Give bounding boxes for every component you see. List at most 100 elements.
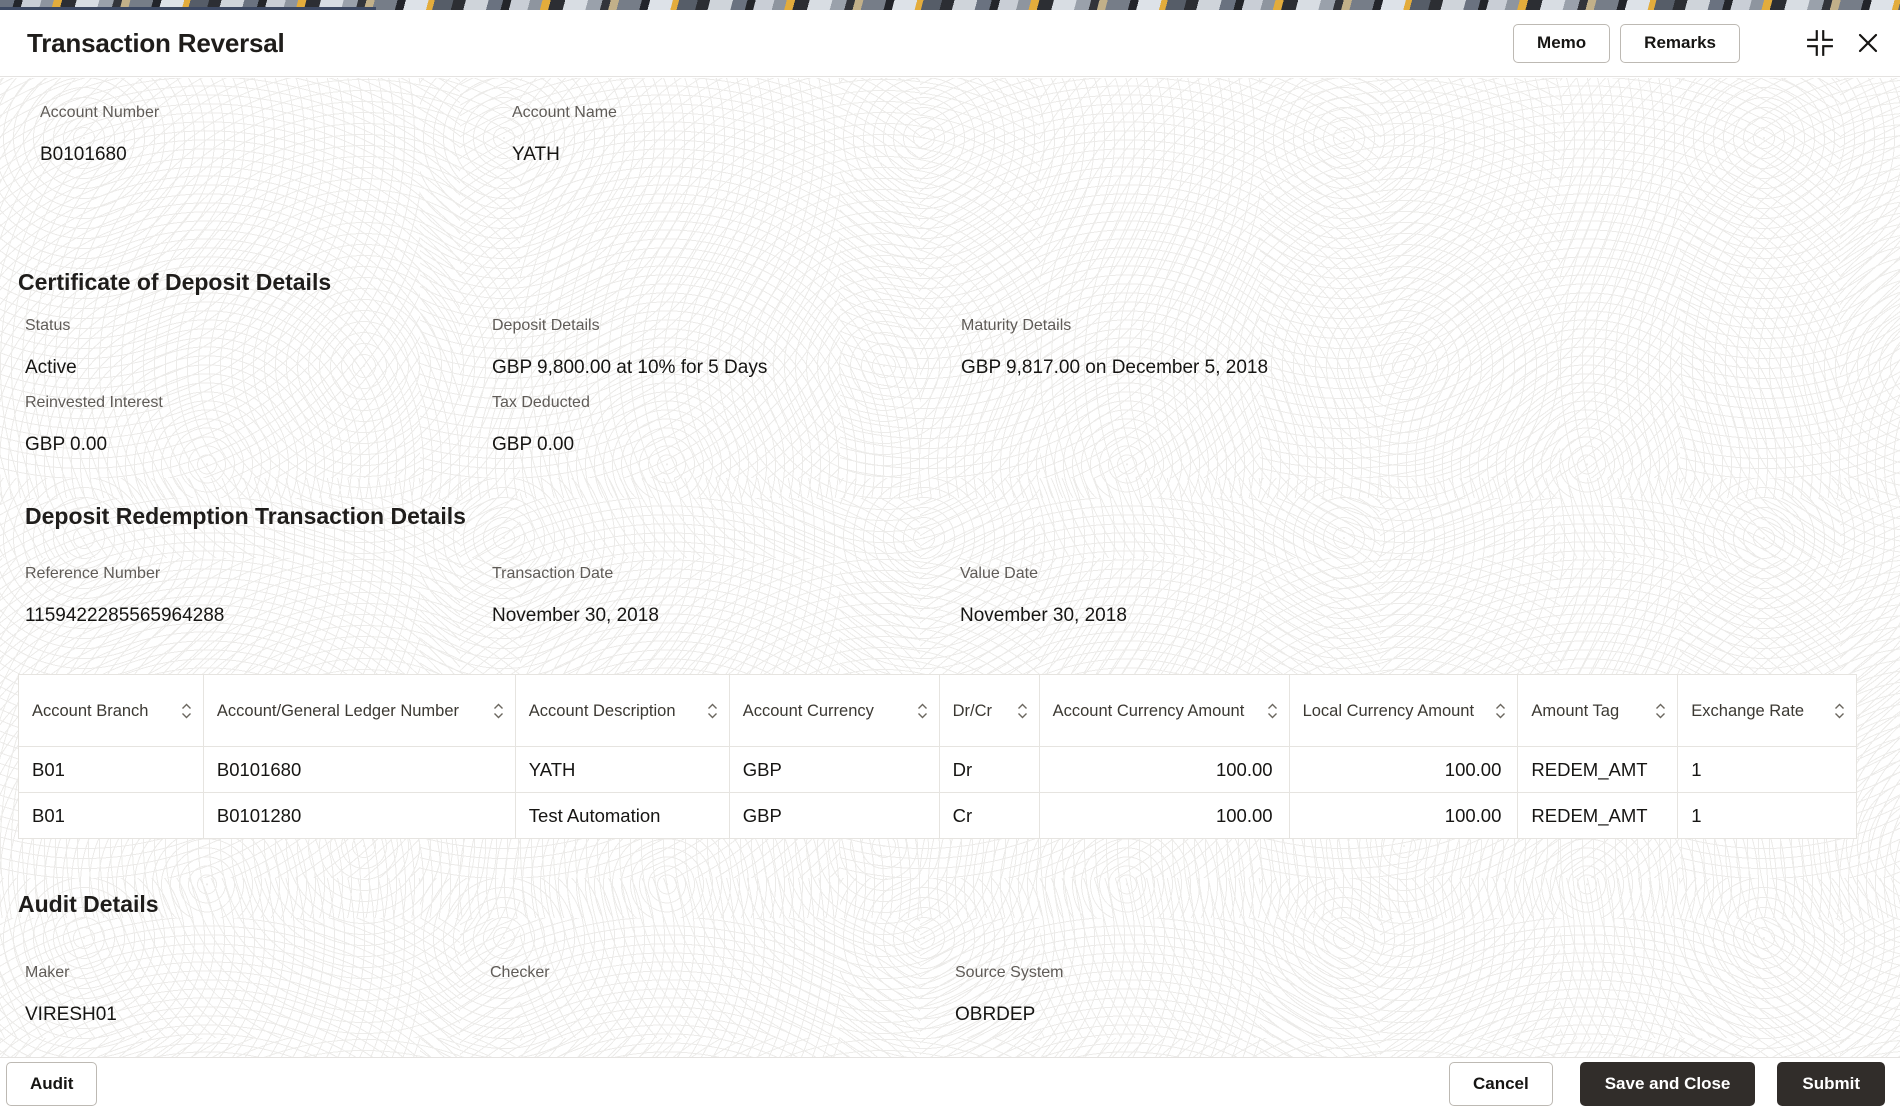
redemption-table-body: B01 B0101680 YATH GBP Dr 100.00 100.00 REDEM_AM…: [18, 746, 1857, 839]
account-name-field: Account Name YATH: [512, 103, 617, 166]
sort-icon[interactable]: [706, 702, 719, 720]
column-header[interactable]: Local Currency Amount: [1288, 674, 1519, 747]
transaction-date-value: November 30, 2018: [492, 605, 659, 626]
modal-body: Account Number B0101680 Account Name YAT…: [0, 78, 1900, 1057]
table-cell: GBP: [728, 792, 940, 839]
remarks-button[interactable]: Remarks: [1620, 23, 1740, 63]
tax-deducted-field: Tax Deducted GBP 0.00: [492, 393, 590, 456]
reinvested-interest-label: Reinvested Interest: [25, 394, 163, 411]
footer-right-actions: Cancel Save and Close Submit: [1448, 1062, 1885, 1106]
table-cell: B01: [18, 792, 204, 839]
table-row[interactable]: B01 B0101280 Test Automation GBP Cr 100.00 100…: [18, 792, 1857, 839]
value-date-field: Value Date November 30, 2018: [960, 564, 1127, 627]
column-header[interactable]: Account Description: [514, 674, 730, 747]
account-name-value: YATH: [512, 144, 560, 165]
cancel-button[interactable]: Cancel: [1448, 1062, 1553, 1106]
collapse-icon[interactable]: [1806, 29, 1834, 57]
footer-action-bar: Audit Cancel Save and Close Submit: [0, 1057, 1900, 1110]
column-header-label: Account Currency: [742, 701, 874, 720]
sort-icon[interactable]: [1654, 702, 1667, 720]
reference-number-label: Reference Number: [25, 565, 161, 582]
browser-tab-accent: [0, 7, 376, 10]
table-cell: 100.00: [1288, 792, 1519, 839]
column-header-label: Dr/Cr: [952, 701, 993, 720]
audit-section-heading: Audit Details: [18, 891, 159, 917]
table-cell: REDEM_AMT: [1517, 792, 1679, 839]
column-header-label: Amount Tag: [1531, 701, 1620, 720]
source-system-field: Source System OBRDEP: [955, 963, 1063, 1026]
submit-button[interactable]: Submit: [1777, 1062, 1885, 1106]
redemption-transactions-table: Account Branch Account/General Ledger Num…: [18, 674, 1857, 839]
status-label: Status: [25, 317, 71, 334]
transaction-date-label: Transaction Date: [492, 565, 614, 582]
value-date-label: Value Date: [960, 565, 1038, 582]
reinvested-interest-field: Reinvested Interest GBP 0.00: [25, 393, 163, 456]
account-number-field: Account Number B0101680: [40, 103, 159, 166]
table-cell: Test Automation: [514, 792, 730, 839]
table-cell: REDEM_AMT: [1517, 746, 1679, 793]
value-date-value: November 30, 2018: [960, 605, 1127, 626]
tax-deducted-value: GBP 0.00: [492, 434, 575, 455]
source-system-label: Source System: [955, 964, 1064, 981]
sort-icon[interactable]: [492, 702, 505, 720]
column-header-label: Exchange Rate: [1691, 701, 1805, 720]
table-row[interactable]: B01 B0101680 YATH GBP Dr 100.00 100.00 REDEM_AM…: [18, 746, 1857, 793]
column-header[interactable]: Account Branch: [18, 674, 204, 747]
column-header[interactable]: Account Currency Amount: [1038, 674, 1290, 747]
column-header[interactable]: Account/General Ledger Number: [202, 674, 516, 747]
reference-number-value: 1159422285565964288: [25, 605, 225, 626]
column-header[interactable]: Dr/Cr: [938, 674, 1040, 747]
column-header-label: Account/General Ledger Number: [216, 701, 460, 720]
table-cell: 1: [1677, 792, 1857, 839]
table-cell: Dr: [938, 746, 1040, 793]
deposit-details-value: GBP 9,800.00 at 10% for 5 Days: [492, 357, 768, 378]
status-field: Status Active: [25, 316, 77, 379]
audit-button[interactable]: Audit: [6, 1062, 98, 1106]
column-header[interactable]: Amount Tag: [1517, 674, 1679, 747]
transaction-date-field: Transaction Date November 30, 2018: [492, 564, 659, 627]
column-header[interactable]: Exchange Rate: [1677, 674, 1857, 747]
checker-label: Checker: [490, 964, 550, 981]
sort-icon[interactable]: [1266, 702, 1279, 720]
redemption-table-header-row: Account Branch Account/General Ledger Num…: [18, 674, 1857, 747]
maturity-details-label: Maturity Details: [961, 317, 1072, 334]
maturity-details-field: Maturity Details GBP 9,817.00 on Decembe…: [961, 316, 1268, 379]
maker-value: VIRESH01: [25, 1004, 117, 1025]
account-number-label: Account Number: [40, 104, 160, 121]
table-cell: GBP: [728, 746, 940, 793]
table-cell: 100.00: [1038, 792, 1290, 839]
save-and-close-button[interactable]: Save and Close: [1579, 1062, 1756, 1106]
maker-label: Maker: [25, 964, 70, 981]
column-header[interactable]: Account Currency: [728, 674, 940, 747]
column-header-label: Account Description: [528, 701, 676, 720]
page-title: Transaction Reversal: [27, 27, 285, 58]
table-cell: B01: [18, 746, 204, 793]
table-cell: 100.00: [1288, 746, 1519, 793]
reinvested-interest-value: GBP 0.00: [25, 434, 108, 455]
sort-icon[interactable]: [180, 702, 193, 720]
redemption-section-heading: Deposit Redemption Transaction Details: [25, 503, 466, 529]
column-header-label: Account Branch: [32, 701, 149, 720]
status-value: Active: [25, 357, 77, 378]
column-header-label: Account Currency Amount: [1052, 701, 1245, 720]
reference-number-field: Reference Number 1159422285565964288: [25, 564, 224, 627]
table-cell: 100.00: [1038, 746, 1290, 793]
sort-icon[interactable]: [916, 702, 929, 720]
desktop-background-strip: [0, 0, 1900, 10]
deposit-details-field: Deposit Details GBP 9,800.00 at 10% for …: [492, 316, 767, 379]
table-cell: B0101680: [202, 746, 516, 793]
sort-icon[interactable]: [1833, 702, 1846, 720]
sort-icon[interactable]: [1016, 702, 1029, 720]
sort-icon[interactable]: [1494, 702, 1507, 720]
column-header-label: Local Currency Amount: [1302, 701, 1475, 720]
account-number-value: B0101680: [40, 144, 127, 165]
maturity-details-value: GBP 9,817.00 on December 5, 2018: [961, 357, 1269, 378]
source-system-value: OBRDEP: [955, 1004, 1036, 1025]
account-name-label: Account Name: [512, 104, 617, 121]
table-cell: YATH: [514, 746, 730, 793]
maker-field: Maker VIRESH01: [25, 963, 117, 1026]
table-cell: B0101280: [202, 792, 516, 839]
close-icon[interactable]: [1856, 31, 1880, 55]
memo-button[interactable]: Memo: [1513, 23, 1611, 63]
tax-deducted-label: Tax Deducted: [492, 394, 590, 411]
